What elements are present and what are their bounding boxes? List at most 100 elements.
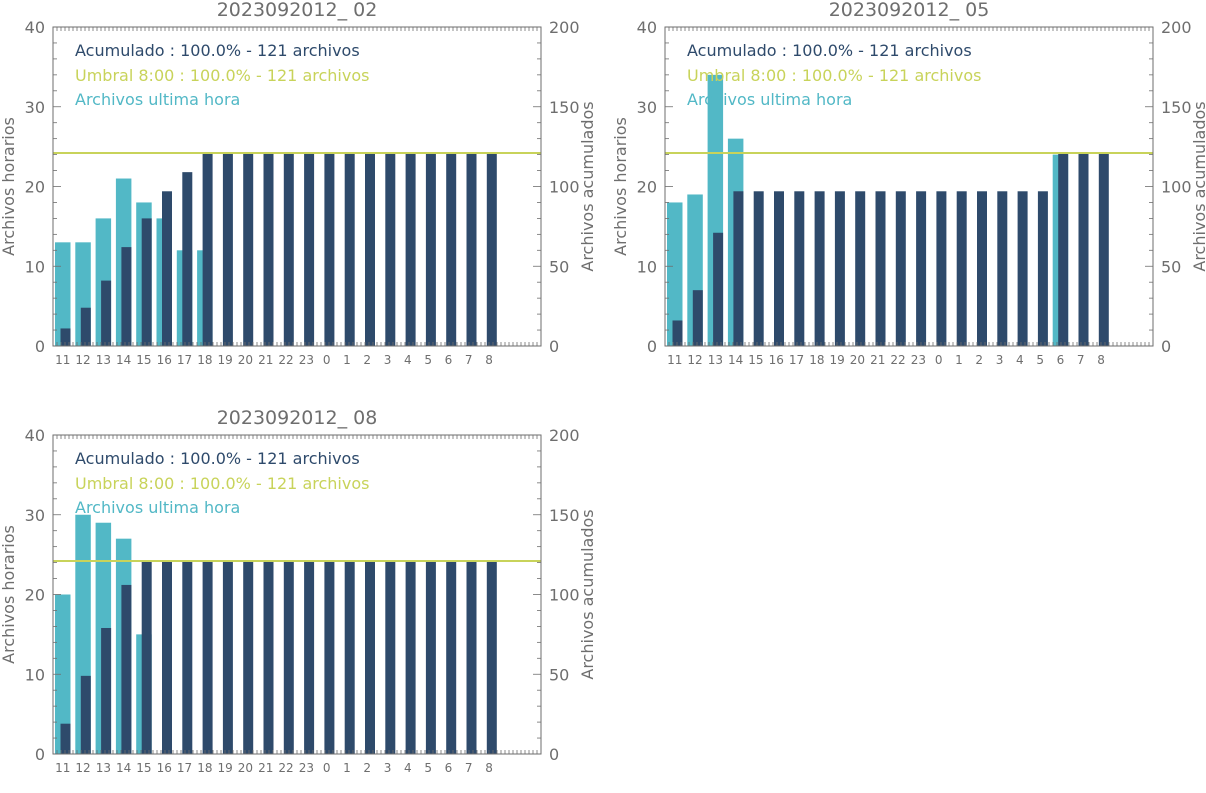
x-tick-label: 5 <box>1036 353 1044 367</box>
x-tick-label: 6 <box>445 353 453 367</box>
bar-acumulado <box>162 561 172 754</box>
charts-stage: 2023092012_ 02 11 12 13 14 15 16 17 18 19 20 21 22 23… <box>0 0 1206 775</box>
x-tick-label: 3 <box>384 761 392 775</box>
x-tick-label: 2 <box>363 353 371 367</box>
y2-axis-label: Archivos acumulados <box>578 101 597 271</box>
y2-tick-label: 200 <box>1161 18 1192 37</box>
x-tick-label: 8 <box>485 353 493 367</box>
x-tick-label: 18 <box>197 353 212 367</box>
y-axis-label: Archivos horarios <box>0 525 18 664</box>
y-tick-label: 20 <box>25 586 45 605</box>
x-tick-label: 1 <box>343 761 351 775</box>
x-tick-label: 0 <box>935 353 943 367</box>
legend-umbral: Umbral 8:00 : 100.0% - 121 archivos <box>687 66 981 85</box>
legend-umbral: Umbral 8:00 : 100.0% - 121 archivos <box>75 474 369 493</box>
bar-acumulado <box>101 280 112 346</box>
bar-acumulado <box>162 191 172 346</box>
x-tick-label: 1 <box>343 353 351 367</box>
chart-title: 2023092012_ 08 <box>217 408 378 429</box>
x-tick-label: 7 <box>1077 353 1085 367</box>
bar-acumulado <box>875 191 886 346</box>
x-tick-label: 19 <box>830 353 845 367</box>
y-tick-label: 40 <box>637 18 657 37</box>
bar-acumulado <box>956 191 967 346</box>
x-tick-label: 5 <box>424 761 432 775</box>
bar-acumulado <box>466 153 477 346</box>
y-tick-label: 0 <box>35 745 45 764</box>
y2-axis-label: Archivos acumulados <box>1190 101 1206 271</box>
y-axis-label: Archivos horarios <box>612 117 630 256</box>
x-tick-label: 12 <box>687 353 702 367</box>
y2-tick-label: 150 <box>549 506 580 525</box>
y2-tick-label: 100 <box>1161 178 1192 197</box>
bar-acumulado <box>121 584 132 754</box>
y2-axis-label: Archivos acumulados <box>578 509 597 679</box>
bar-acumulado <box>385 561 396 754</box>
y-tick-label: 10 <box>637 257 657 276</box>
x-tick-label: 3 <box>384 353 392 367</box>
bar-acumulado <box>794 191 805 346</box>
legend-ultima-hora: Archivos ultima hora <box>75 498 240 517</box>
bar-acumulado <box>202 153 213 346</box>
x-tick-label: 11 <box>55 761 70 775</box>
x-tick-label: 20 <box>850 353 865 367</box>
bar-acumulado <box>324 153 335 346</box>
bar-acumulado <box>202 561 213 754</box>
x-tick-label: 20 <box>238 761 253 775</box>
bar-acumulado <box>182 172 193 346</box>
y-tick-label: 30 <box>637 98 657 117</box>
x-tick-label: 6 <box>445 761 453 775</box>
bar-acumulado <box>405 153 416 346</box>
x-tick-label: 15 <box>136 761 151 775</box>
chart-title: 2023092012_ 05 <box>829 0 990 21</box>
bar-acumulado <box>243 561 254 754</box>
x-tick-label: 2 <box>363 761 371 775</box>
x-tick-label: 4 <box>404 353 412 367</box>
x-tick-label: 15 <box>748 353 763 367</box>
x-tick-label: 14 <box>116 761 131 775</box>
x-tick-label: 23 <box>911 353 926 367</box>
bar-acumulado <box>936 191 947 346</box>
legend-acumulado: Acumulado : 100.0% - 121 archivos <box>687 41 972 60</box>
y-tick-label: 20 <box>25 178 45 197</box>
bar-acumulado <box>834 191 845 346</box>
bar-acumulado <box>283 561 294 754</box>
y2-tick-label: 100 <box>549 178 580 197</box>
x-tick-label: 1 <box>955 353 963 367</box>
x-tick-label: 21 <box>870 353 885 367</box>
bar-acumulado <box>80 675 91 754</box>
x-tick-label: 22 <box>278 761 293 775</box>
y2-tick-label: 150 <box>549 98 580 117</box>
bar-acumulado <box>80 307 91 346</box>
x-tick-label: 17 <box>789 353 804 367</box>
legend-umbral: Umbral 8:00 : 100.0% - 121 archivos <box>75 66 369 85</box>
legend-ultima-hora: Archivos ultima hora <box>75 90 240 109</box>
bar-acumulado <box>304 561 315 754</box>
bar-acumulado <box>263 153 274 346</box>
x-tick-label: 14 <box>116 353 131 367</box>
x-tick-label: 22 <box>890 353 905 367</box>
x-tick-label: 11 <box>667 353 682 367</box>
x-tick-label: 17 <box>177 761 192 775</box>
bar-acumulado <box>263 561 274 754</box>
x-tick-label: 13 <box>708 353 723 367</box>
bar-ultima-hora <box>55 242 71 346</box>
bar-acumulado <box>121 247 132 346</box>
x-tick-label: 14 <box>728 353 743 367</box>
x-tick-label: 23 <box>299 761 314 775</box>
bar-acumulado <box>774 191 784 346</box>
x-tick-label: 19 <box>218 761 233 775</box>
bar-ultima-hora <box>55 594 71 754</box>
bar-acumulado <box>916 191 927 346</box>
bar-acumulado <box>713 232 724 346</box>
bar-acumulado <box>997 191 1008 346</box>
x-tick-label: 13 <box>96 353 111 367</box>
x-tick-label: 12 <box>75 761 90 775</box>
bar-acumulado <box>243 153 254 346</box>
x-tick-label: 8 <box>1097 353 1105 367</box>
x-tick-label: 18 <box>197 761 212 775</box>
x-tick-label: 16 <box>157 761 172 775</box>
y2-tick-label: 100 <box>549 586 580 605</box>
